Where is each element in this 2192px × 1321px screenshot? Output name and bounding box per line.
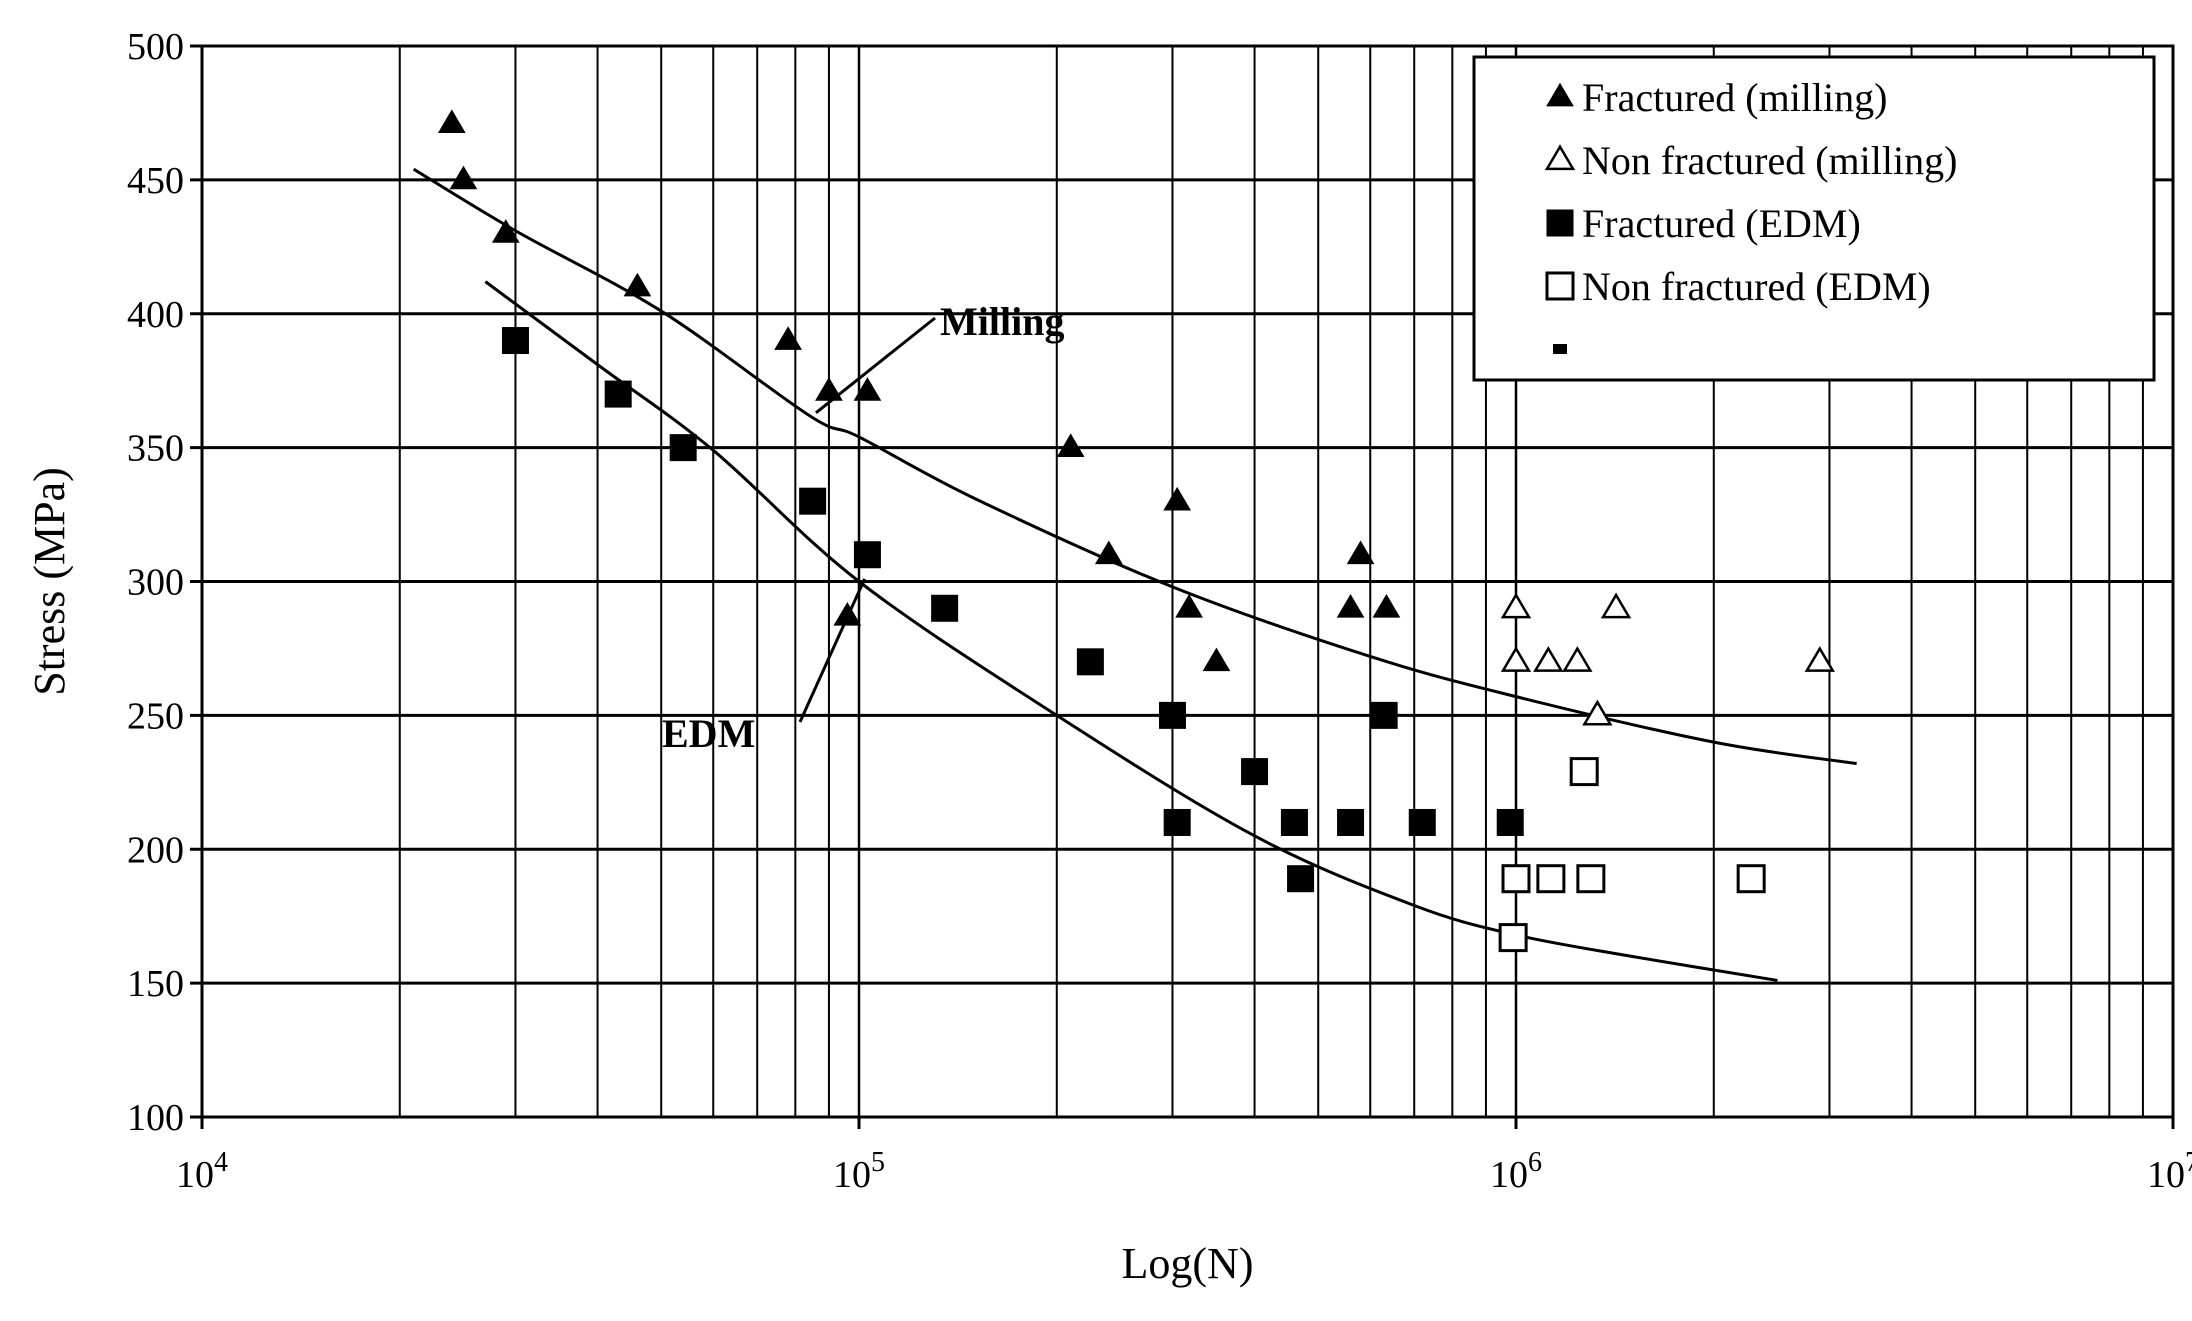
legend-marker bbox=[1545, 271, 1575, 301]
data-point bbox=[1736, 864, 1766, 894]
legend-marker bbox=[1546, 209, 1574, 237]
data-point bbox=[1287, 865, 1315, 893]
data-point bbox=[1175, 594, 1203, 618]
data-point bbox=[1158, 701, 1186, 729]
data-point bbox=[491, 219, 520, 243]
data-point bbox=[1336, 594, 1365, 618]
legend-box bbox=[1472, 55, 2156, 382]
data-point bbox=[1202, 647, 1231, 672]
data-point bbox=[1337, 808, 1365, 836]
data-point bbox=[1094, 540, 1123, 565]
data-point bbox=[853, 377, 882, 401]
data-point bbox=[1500, 646, 1532, 672]
x-tick-label: 105 bbox=[833, 1147, 885, 1196]
data-points bbox=[437, 109, 1835, 953]
legend-marker bbox=[1553, 344, 1567, 354]
data-point bbox=[1408, 808, 1436, 836]
y-tick-label: 400 bbox=[127, 294, 184, 336]
data-point bbox=[1600, 592, 1632, 619]
annotations: Milling EDM bbox=[662, 299, 1064, 756]
data-point bbox=[1346, 540, 1375, 565]
y-tick-label: 100 bbox=[127, 1097, 184, 1139]
data-point bbox=[1372, 594, 1401, 618]
plot-border bbox=[200, 44, 2175, 1119]
data-point bbox=[437, 109, 466, 133]
curve-edm bbox=[484, 280, 1778, 982]
data-point bbox=[1370, 701, 1398, 729]
data-point bbox=[1576, 864, 1606, 894]
y-tick-label: 500 bbox=[127, 26, 184, 68]
annotation-leader bbox=[815, 316, 936, 414]
data-point bbox=[931, 594, 959, 622]
data-point bbox=[1501, 864, 1531, 894]
data-point bbox=[853, 541, 881, 569]
data-point bbox=[669, 434, 697, 462]
data-point bbox=[1500, 592, 1532, 619]
y-tick-label: 450 bbox=[127, 160, 184, 202]
annotation-label: EDM bbox=[662, 711, 755, 756]
data-point bbox=[623, 272, 652, 297]
legend-marker bbox=[1544, 144, 1576, 171]
data-point bbox=[501, 327, 529, 355]
y-tick-label: 300 bbox=[127, 562, 184, 604]
x-axis-title: Log(N) bbox=[1122, 1239, 1254, 1288]
legend: Fractured (milling) Non fractured (millin… bbox=[1472, 55, 2156, 382]
data-point bbox=[1582, 699, 1613, 726]
axes: 100 150 200 250 300 350 400 450 500 104 105 106 107 bbox=[127, 26, 2192, 1196]
legend-label: Fractured (milling) bbox=[1582, 75, 1887, 120]
legend-label: Fractured (EDM) bbox=[1582, 201, 1861, 246]
data-point bbox=[1280, 808, 1308, 836]
y-tick-label: 200 bbox=[127, 829, 184, 871]
data-point bbox=[1163, 486, 1192, 511]
data-point bbox=[774, 326, 802, 350]
data-point bbox=[1496, 808, 1524, 836]
legend-marker bbox=[1546, 82, 1574, 107]
x-tick-label: 106 bbox=[1490, 1147, 1542, 1196]
data-point bbox=[449, 165, 478, 190]
data-point bbox=[604, 380, 632, 408]
data-point bbox=[1533, 646, 1564, 672]
data-point bbox=[1804, 646, 1835, 672]
data-point bbox=[1569, 757, 1599, 787]
x-tick-label: 104 bbox=[176, 1147, 228, 1196]
data-point bbox=[1056, 433, 1085, 457]
y-tick-label: 350 bbox=[127, 428, 184, 470]
legend-label: Non fractured (EDM) bbox=[1582, 264, 1931, 309]
y-tick-label: 250 bbox=[127, 695, 184, 737]
data-point bbox=[1241, 758, 1269, 786]
y-tick-label: 150 bbox=[127, 963, 184, 1005]
data-point bbox=[1163, 808, 1191, 836]
data-point bbox=[1536, 864, 1566, 894]
data-point bbox=[1498, 923, 1528, 953]
y-axis-title: Stress (MPa) bbox=[25, 467, 74, 696]
data-point bbox=[1076, 648, 1104, 676]
data-point bbox=[815, 377, 843, 401]
annotation-label: Milling bbox=[940, 299, 1064, 344]
data-point bbox=[1562, 646, 1593, 672]
data-point bbox=[799, 487, 827, 515]
legend-label: Non fractured (milling) bbox=[1582, 138, 1957, 183]
x-tick-label: 107 bbox=[2147, 1147, 2192, 1196]
annotation-leader bbox=[798, 578, 867, 723]
